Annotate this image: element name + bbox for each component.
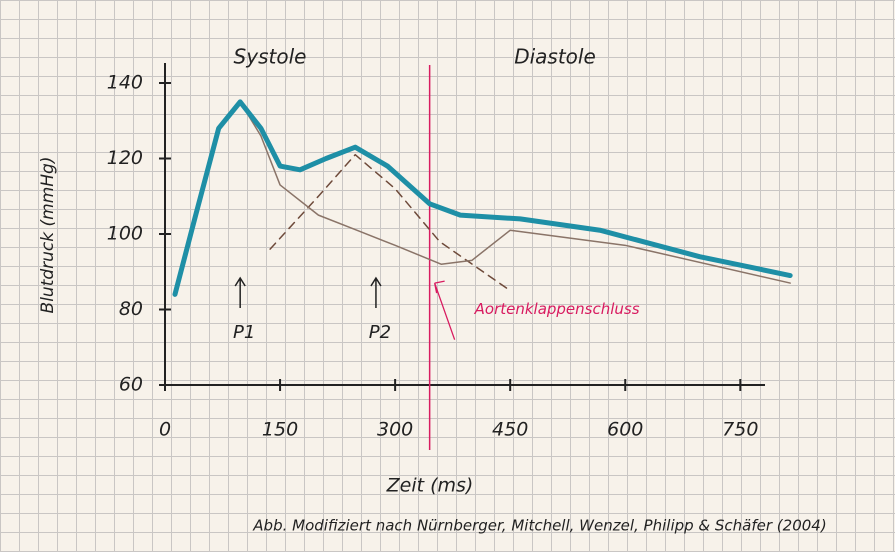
marker-arrow bbox=[371, 278, 381, 308]
y-tick-label: 120 bbox=[107, 147, 143, 169]
x-axis-label: Zeit (ms) bbox=[386, 475, 474, 497]
x-tick-label: 0 bbox=[159, 419, 171, 441]
series-line bbox=[270, 155, 510, 291]
marker-label: P1 bbox=[233, 322, 255, 343]
x-tick-label: 150 bbox=[262, 419, 298, 441]
phase-label: Systole bbox=[234, 45, 307, 69]
annotation-arrow bbox=[435, 281, 455, 340]
y-axis-label: Blutdruck (mmHg) bbox=[38, 157, 58, 314]
series-line bbox=[175, 102, 790, 295]
page: Systole Diastole Blutdruck (mmHg) Zeit (… bbox=[0, 0, 895, 552]
x-tick-label: 450 bbox=[492, 419, 528, 441]
chart: Systole Diastole Blutdruck (mmHg) Zeit (… bbox=[0, 0, 895, 552]
y-tick-label: 60 bbox=[119, 374, 143, 396]
y-tick-label: 100 bbox=[107, 223, 143, 245]
y-tick-label: 140 bbox=[107, 72, 143, 94]
x-tick-label: 600 bbox=[607, 419, 643, 441]
marker-label: P2 bbox=[369, 322, 391, 343]
x-tick-label: 300 bbox=[377, 419, 413, 441]
marker-arrow bbox=[235, 278, 245, 308]
y-tick-label: 80 bbox=[119, 298, 143, 320]
x-tick-label: 750 bbox=[722, 419, 758, 441]
caption: Abb. Modifiziert nach Nürnberger, Mitche… bbox=[252, 517, 826, 535]
series-line bbox=[175, 102, 790, 295]
phase-label: Diastole bbox=[514, 45, 596, 69]
annotation-label: Aortenklappenschluss bbox=[474, 300, 640, 318]
